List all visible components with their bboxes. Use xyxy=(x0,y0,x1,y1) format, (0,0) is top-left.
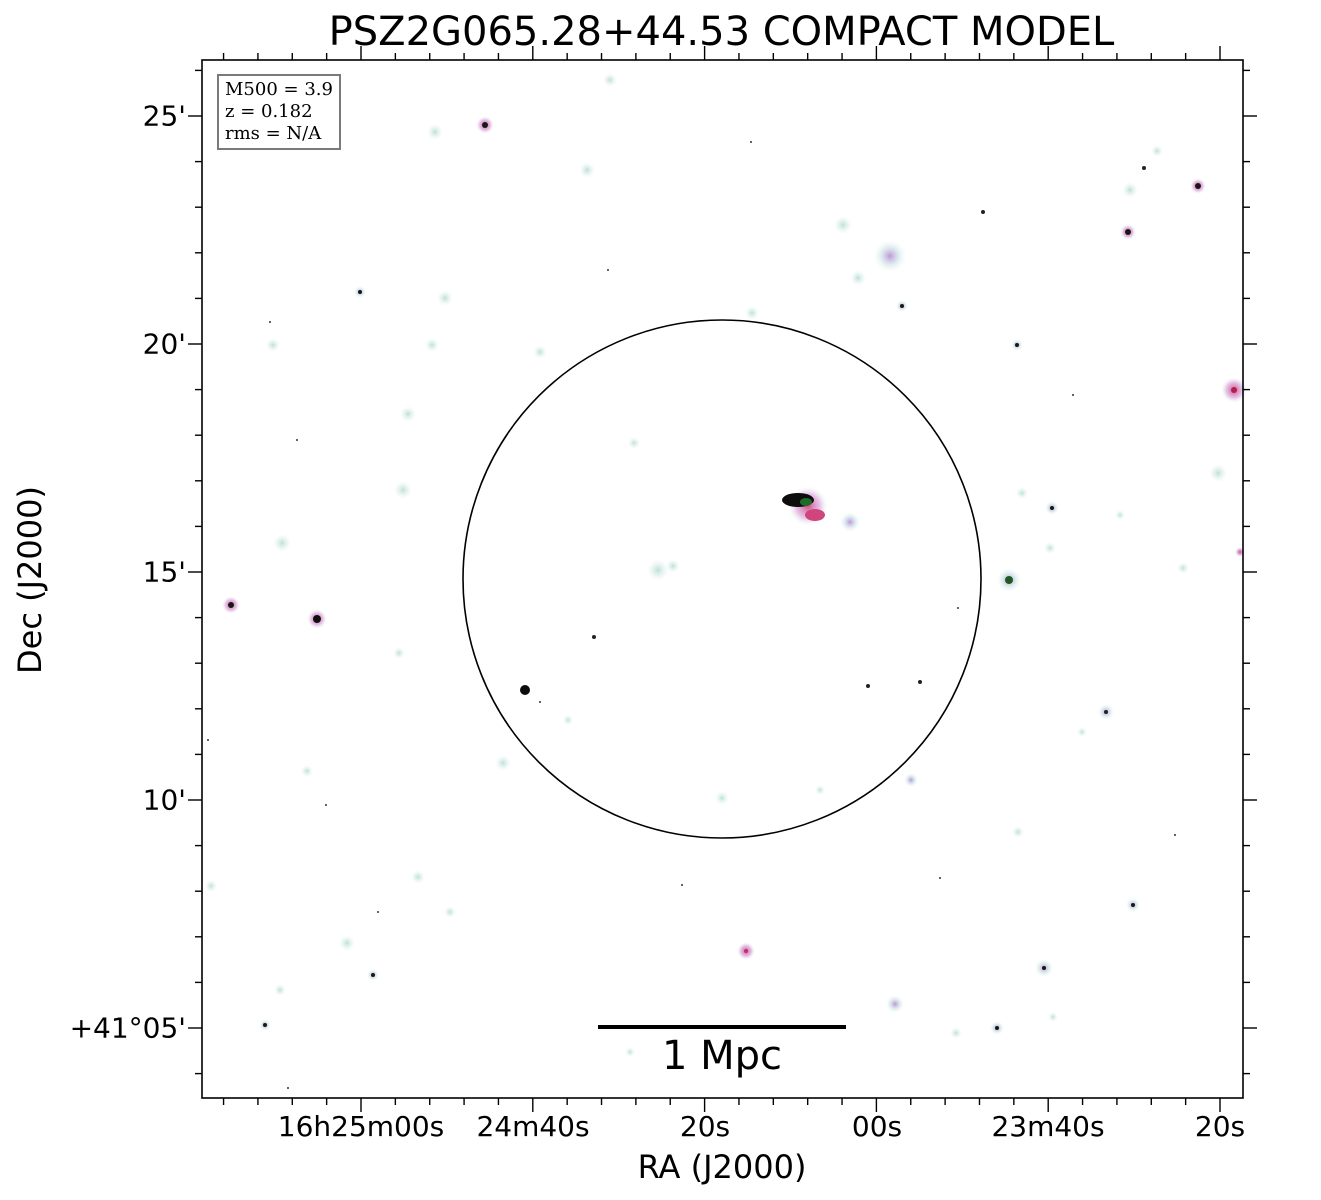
y-tick-label: 20' xyxy=(142,327,186,361)
x-tick-label: 16h25m00s xyxy=(277,1110,445,1143)
y-tick-label: 10' xyxy=(142,783,186,817)
faint-sources xyxy=(205,73,1227,1057)
figure-title: PSZ2G065.28+44.53 COMPACT MODEL xyxy=(328,9,1115,55)
y-tick-label: 25' xyxy=(142,99,186,133)
y-axis-label: Dec (J2000) xyxy=(11,486,49,674)
axis-ticks xyxy=(188,46,1257,1112)
y-tick-label: 15' xyxy=(142,555,186,589)
axes-frame xyxy=(201,59,1244,1099)
noise-specks xyxy=(207,141,1176,1089)
cluster-info-box: M500 = 3.9 z = 0.182 rms = N/A xyxy=(217,74,341,150)
bright-sources xyxy=(222,116,1247,1035)
x-axis-label: RA (J2000) xyxy=(637,1148,807,1186)
r500-circle xyxy=(462,319,982,839)
x-tick-label: 23m40s xyxy=(991,1110,1105,1143)
x-tick-label: 20s xyxy=(679,1110,731,1143)
y-tick-label: +41°05' xyxy=(69,1011,186,1045)
m500-text: M500 = 3.9 xyxy=(225,79,333,100)
redshift-text: z = 0.182 xyxy=(225,101,313,122)
x-tick-label: 24m40s xyxy=(476,1110,590,1143)
x-tick-label: 20s xyxy=(1194,1110,1246,1143)
rms-text: rms = N/A xyxy=(225,123,322,144)
scale-bar-label: 1 Mpc xyxy=(661,1033,783,1079)
x-tick-label: 00s xyxy=(851,1110,903,1143)
